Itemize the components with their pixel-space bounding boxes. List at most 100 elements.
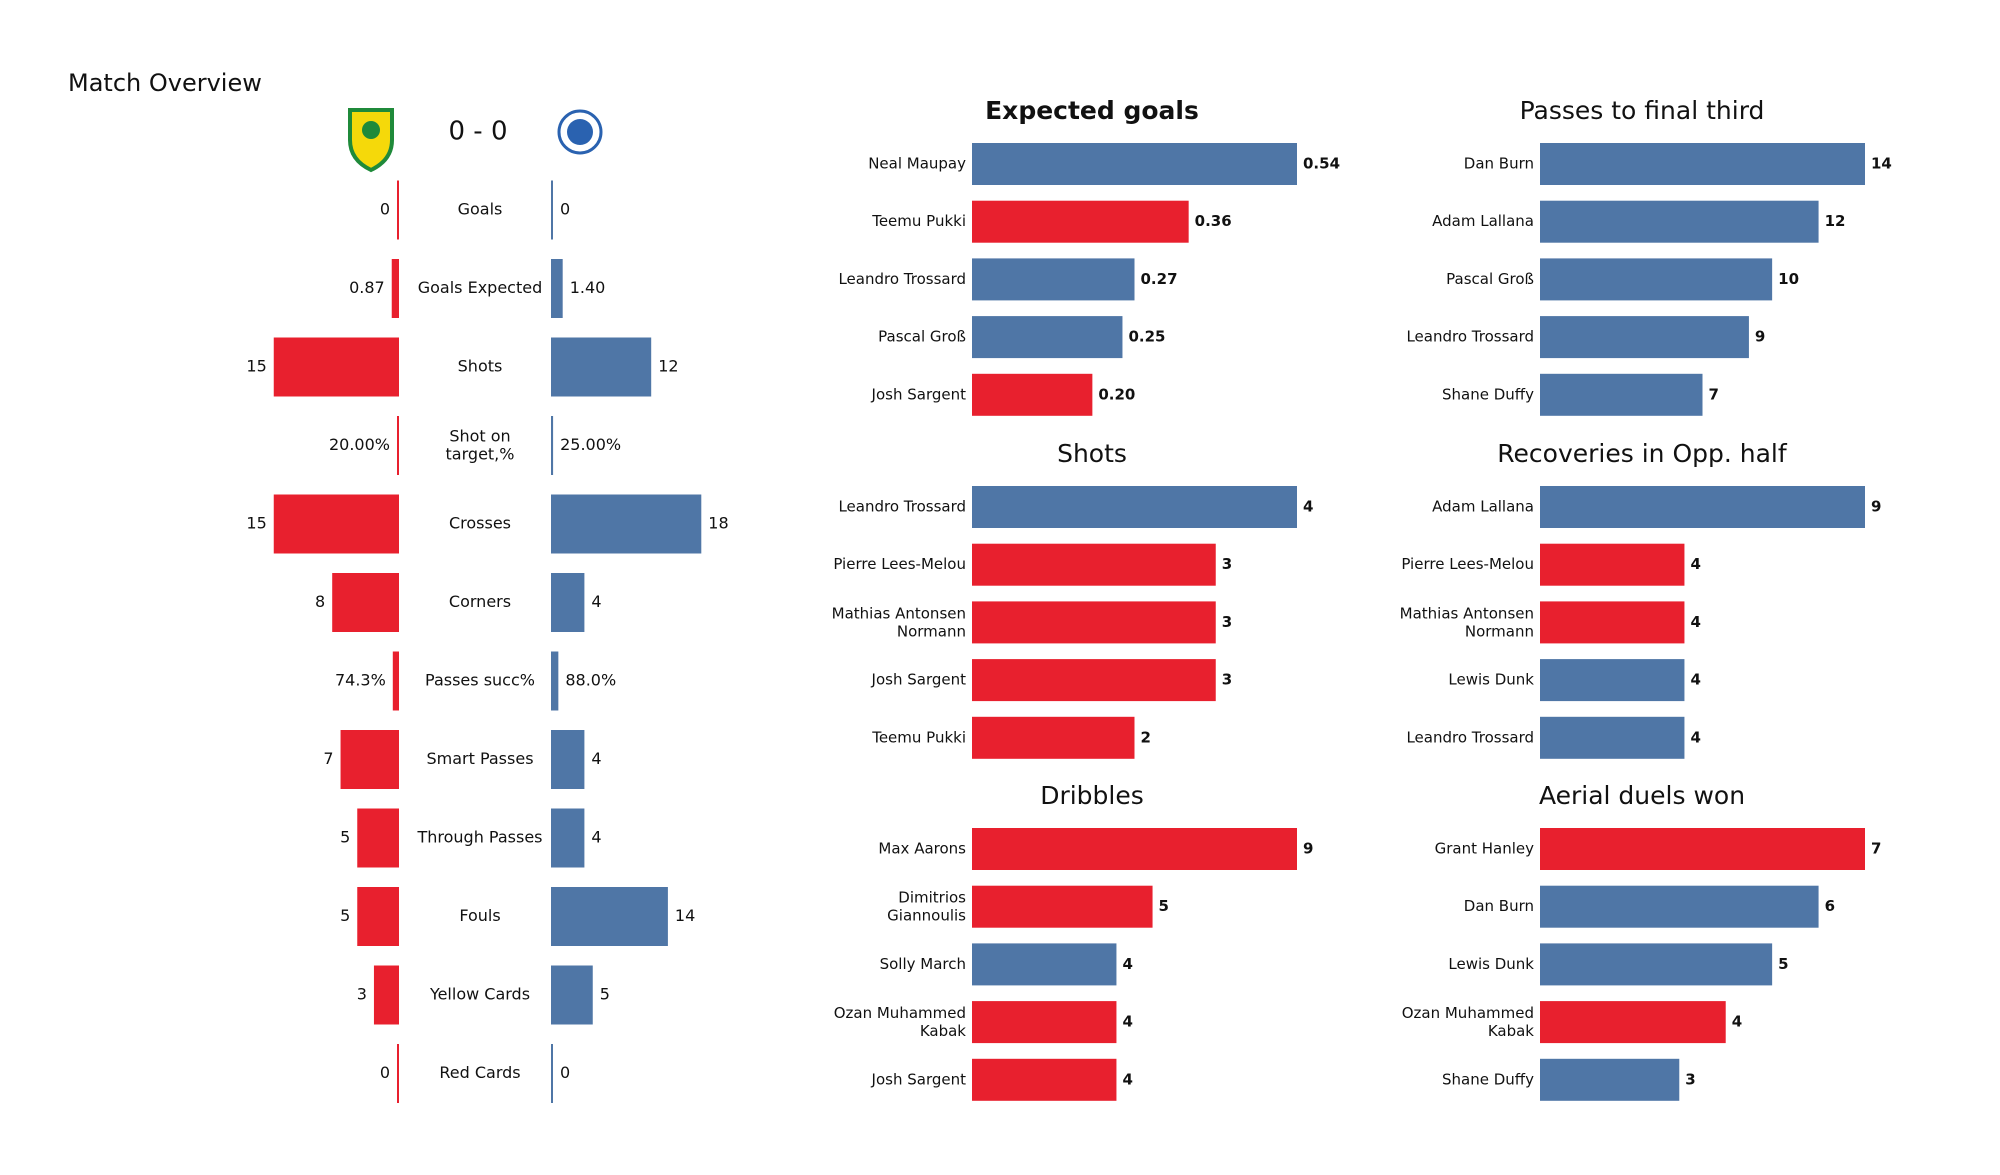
value-label: 3 [1222, 555, 1232, 573]
value-label: 6 [1825, 897, 1835, 915]
stat-label: Crosses [449, 514, 511, 533]
player-label: Dimitrios Giannoulis [887, 888, 966, 924]
stat-value: 1.40 [570, 278, 606, 297]
stat-bar [551, 416, 554, 475]
stat-value: 5 [600, 985, 610, 1004]
score: 0 - 0 [449, 117, 508, 147]
player-label: Teemu Pukki [871, 212, 966, 230]
bar [972, 543, 1216, 586]
player-label: Lewis Dunk [1448, 955, 1534, 973]
value-label: 4 [1122, 955, 1132, 973]
stat-value: 0 [380, 1063, 390, 1082]
stat-label: Fouls [459, 906, 500, 925]
stat-bar [551, 808, 585, 868]
value-label: 4 [1732, 1013, 1742, 1031]
player-label: Max Aarons [878, 840, 966, 858]
value-label: 3 [1222, 613, 1232, 631]
value-label: 14 [1871, 155, 1892, 173]
player-label: Dan Burn [1464, 897, 1534, 915]
player-label: Adam Lallana [1432, 212, 1534, 230]
player-label: Leandro Trossard [838, 498, 966, 516]
player-label-line: Dimitrios [898, 888, 966, 906]
stat-value: 0 [380, 200, 390, 219]
player-label: Mathias Antonsen Normann [1400, 604, 1534, 640]
value-label: 3 [1685, 1070, 1695, 1088]
stat-value: 0.87 [349, 278, 385, 297]
bar [1540, 486, 1865, 528]
stat-bar [551, 730, 585, 789]
stat-bar [551, 965, 593, 1025]
stat-value: 74.3% [335, 671, 386, 690]
value-label: 9 [1871, 498, 1881, 516]
stat-bar [397, 1044, 399, 1103]
stat-label-line: target,% [446, 444, 515, 463]
chart-title: Shots [1057, 439, 1127, 468]
stat-value: 8 [315, 592, 325, 611]
value-label: 12 [1825, 212, 1846, 230]
bar [972, 143, 1297, 185]
player-label: Pierre Lees-Melou [833, 555, 966, 573]
player-label: Solly March [880, 955, 966, 973]
value-label: 5 [1159, 897, 1169, 915]
stat-bar [391, 259, 399, 318]
stat-bar [397, 416, 399, 475]
stat-bar [357, 887, 399, 946]
stat-bar [551, 573, 585, 632]
stat-value: 15 [246, 357, 266, 376]
stat-bar [397, 180, 399, 240]
stat-bar [340, 730, 399, 789]
value-label: 7 [1709, 385, 1719, 403]
player-label: Josh Sargent [871, 385, 967, 403]
bar [972, 943, 1117, 986]
crest-core [567, 119, 593, 145]
bar [972, 316, 1123, 359]
player-label-line: Kabak [1488, 1022, 1534, 1040]
value-label: 4 [1690, 555, 1700, 573]
player-label-line: Mathias Antonsen [1400, 604, 1534, 622]
bar [1540, 885, 1819, 928]
bar [972, 200, 1189, 243]
value-label: 4 [1122, 1070, 1132, 1088]
value-label: 4 [1690, 671, 1700, 689]
value-label: 10 [1778, 270, 1799, 288]
chart-title: Dribbles [1040, 781, 1144, 810]
bar [1540, 828, 1865, 870]
bar [972, 486, 1297, 528]
value-label: 2 [1141, 728, 1151, 746]
bar [1540, 716, 1685, 759]
player-label-line: Normann [1465, 622, 1534, 640]
player-label: Dan Burn [1464, 155, 1534, 173]
bar [972, 601, 1216, 644]
value-label: 0.20 [1098, 385, 1135, 403]
page-title: Match Overview [68, 69, 262, 97]
stat-value: 7 [323, 749, 333, 768]
bar [1540, 659, 1685, 702]
bar [972, 828, 1297, 870]
player-label-line: Normann [897, 622, 966, 640]
stat-label: Corners [449, 592, 511, 611]
stat-value: 15 [246, 514, 266, 533]
stat-label: Yellow Cards [429, 985, 530, 1004]
player-label: Josh Sargent [871, 671, 967, 689]
value-label: 4 [1690, 613, 1700, 631]
bar [972, 373, 1093, 416]
player-label: Ozan Muhammed Kabak [1402, 1004, 1535, 1040]
value-label: 9 [1303, 840, 1313, 858]
player-label-line: Ozan Muhammed [834, 1004, 966, 1022]
bar [1540, 316, 1749, 359]
stat-label-line: Shot on [449, 426, 510, 445]
player-label: Grant Hanley [1435, 840, 1535, 858]
player-label: Shane Duffy [1442, 385, 1534, 403]
stat-value: 20.00% [329, 435, 390, 454]
crest-shield [348, 108, 394, 173]
bar [1540, 373, 1703, 416]
stat-label: Shot on target,% [446, 426, 515, 463]
chart-title: Passes to final third [1520, 96, 1765, 125]
stat-bar [551, 1044, 553, 1103]
player-label: Neal Maupay [868, 155, 966, 173]
bar [1540, 1058, 1680, 1101]
stat-label: Passes succ% [425, 671, 535, 690]
value-label: 4 [1303, 498, 1313, 516]
value-label: 0.36 [1195, 212, 1232, 230]
